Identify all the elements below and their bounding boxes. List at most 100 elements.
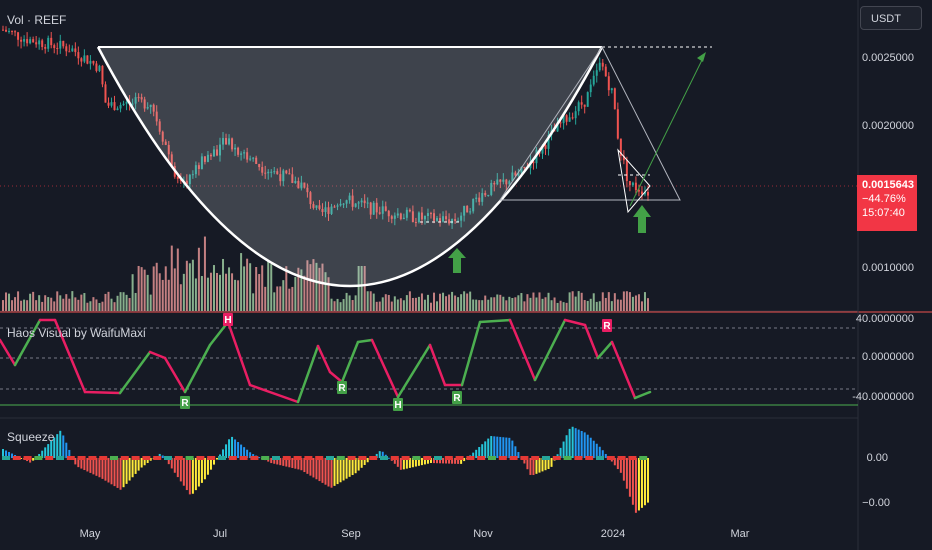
squeeze-bar [589, 437, 592, 458]
candle-body [384, 206, 387, 211]
squeeze-bar [83, 458, 86, 471]
candle-body [499, 179, 502, 182]
volume-bar [342, 299, 345, 311]
squeeze-bar [426, 458, 429, 464]
candle-body [122, 103, 125, 106]
candle-body [279, 174, 282, 182]
candle-body [219, 144, 222, 156]
candle-body [191, 174, 194, 176]
squeeze-bar [423, 458, 426, 465]
candle-body [646, 192, 649, 196]
currency-button[interactable]: USDT [860, 6, 922, 30]
squeeze-bar [2, 449, 4, 458]
volume-bar [321, 263, 324, 311]
volume-bar [152, 266, 155, 311]
squeeze-bar [203, 458, 206, 480]
volume-bar [369, 291, 372, 311]
volume-bar [222, 258, 225, 311]
squeeze-bar [508, 437, 511, 458]
volume-bar [396, 299, 399, 311]
volume-bar [101, 301, 104, 311]
squeeze-bar [146, 458, 149, 463]
squeeze-bar [89, 458, 92, 473]
volume-bar [161, 279, 164, 311]
candle-body [601, 62, 604, 67]
volume-bar [206, 277, 209, 311]
squeeze-dot [131, 456, 140, 460]
haos-signal-label: R [603, 321, 611, 332]
volume-bar [357, 266, 360, 311]
squeeze-bar [505, 437, 508, 458]
squeeze-bar [29, 458, 32, 463]
squeeze-bar [200, 458, 203, 483]
volume-bar [547, 292, 550, 311]
candle-body [249, 158, 252, 160]
haos-line-segment [0, 338, 17, 367]
volume-bar [523, 301, 526, 311]
squeeze-bar [209, 458, 212, 470]
squeeze-bar [246, 449, 249, 458]
volume-bar [643, 292, 646, 311]
squeeze-bar [336, 458, 339, 485]
volume-bar [628, 292, 631, 311]
volume-bar [442, 292, 445, 311]
squeeze-bar [5, 450, 8, 458]
squeeze-bar [399, 458, 402, 470]
haos-y-tick: 40.0000000 [855, 313, 914, 325]
candle-body [324, 207, 327, 213]
candle-body [215, 149, 218, 156]
candle-body [152, 104, 155, 112]
candle-body [387, 210, 390, 217]
volume-bar [339, 302, 342, 311]
haos-signal-label: R [181, 398, 189, 409]
squeeze-bar [225, 444, 228, 458]
x-tick-label: May [79, 528, 101, 540]
squeeze-bar [294, 458, 297, 469]
volume-bar [595, 301, 598, 311]
volume-bar [436, 301, 439, 311]
volume-bar [119, 292, 122, 311]
volume-bar [466, 293, 469, 311]
squeeze-bar [173, 458, 176, 473]
squeeze-bar [125, 458, 128, 484]
squeeze-bar [580, 430, 583, 458]
candle-body [369, 202, 372, 215]
volume-bar [559, 300, 562, 311]
volume-bar [553, 297, 556, 311]
candle-body [68, 51, 71, 53]
candle-body [610, 88, 613, 91]
candle-body [23, 39, 26, 42]
volume-bar [351, 300, 354, 311]
candle-body [420, 212, 423, 220]
candle-body [134, 97, 137, 104]
volume-bar [26, 300, 29, 311]
squeeze-bar [47, 444, 50, 458]
candle-body [107, 102, 110, 106]
volume-bar [32, 291, 35, 311]
volume-bar [38, 295, 41, 311]
squeeze-bar [463, 458, 466, 462]
candle-body [83, 55, 86, 62]
candle-body [333, 206, 336, 208]
volume-bar [170, 245, 173, 311]
volume-bar [182, 273, 185, 311]
candle-body [505, 179, 508, 185]
squeeze-bar [321, 458, 324, 483]
squeeze-bar [360, 458, 363, 468]
candle-body [255, 157, 258, 164]
candle-body [487, 194, 490, 196]
squeeze-bar [158, 453, 161, 458]
squeeze-dot [153, 456, 162, 460]
volume-bar [420, 293, 423, 311]
squeeze-bar [348, 458, 351, 477]
squeeze-bar [357, 458, 360, 471]
candle-body [574, 111, 577, 119]
candle-body [167, 144, 170, 155]
volume-bar [285, 266, 288, 311]
squeeze-bar [258, 457, 261, 459]
haos-line-segment [533, 318, 567, 382]
candle-body [209, 154, 212, 157]
candle-body [502, 179, 505, 182]
squeeze-bar [628, 458, 631, 497]
